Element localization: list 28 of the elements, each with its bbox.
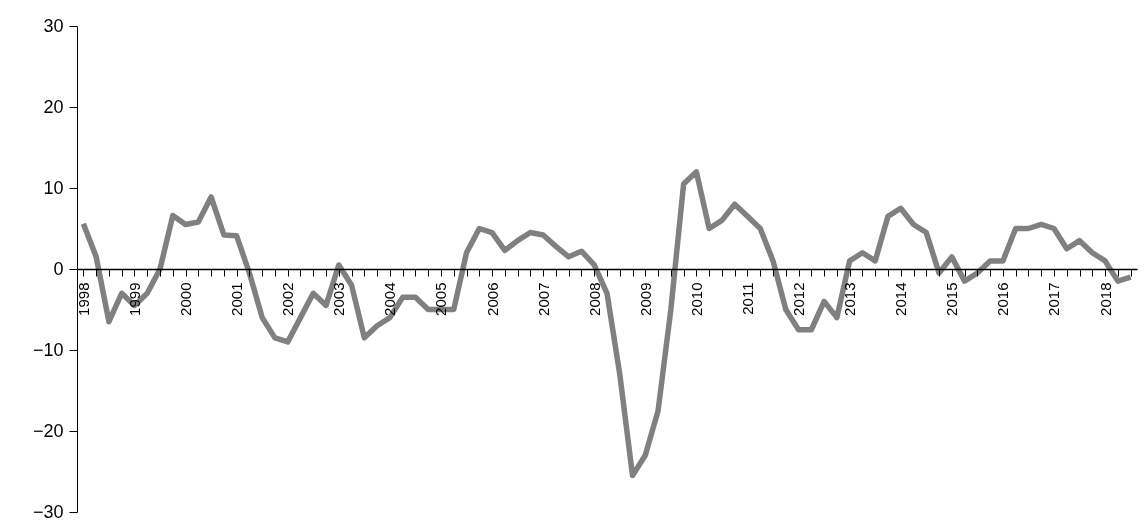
x-tick-label: 2007 — [534, 282, 552, 316]
y-tick-label: −10 — [32, 339, 64, 360]
x-tick-label: 2014 — [892, 282, 910, 316]
x-tick-label: 2012 — [790, 282, 808, 316]
y-tick-label: −20 — [32, 420, 64, 441]
x-tick-label: 2009 — [636, 282, 654, 316]
x-tick-label: 2011 — [738, 282, 756, 315]
x-tick-label: 2013 — [841, 282, 859, 316]
y-tick-label: 20 — [43, 96, 64, 117]
x-tick-label: 2000 — [177, 282, 195, 316]
x-tick-label: 2010 — [687, 282, 705, 316]
x-tick-label: 1999 — [125, 282, 143, 316]
x-tick-label: 2008 — [585, 282, 603, 316]
y-tick-label: 10 — [43, 177, 64, 198]
x-tick-label: 2017 — [1045, 282, 1063, 316]
x-tick-label: 1998 — [74, 282, 92, 316]
y-tick-label: 0 — [53, 258, 64, 279]
x-tick-label: 2018 — [1096, 282, 1114, 316]
x-tick-label: 2015 — [943, 282, 961, 316]
y-tick-label: −30 — [32, 501, 64, 522]
x-tick-label: 2016 — [994, 282, 1012, 316]
x-tick-label: 2001 — [228, 282, 246, 316]
x-tick-label: 2005 — [432, 282, 450, 316]
y-tick-label: 30 — [43, 15, 64, 36]
x-tick-label: 2002 — [279, 282, 297, 316]
x-tick-label: 2004 — [381, 282, 399, 316]
x-tick-label: 2006 — [483, 282, 501, 316]
x-tick-label: 2003 — [330, 282, 348, 316]
